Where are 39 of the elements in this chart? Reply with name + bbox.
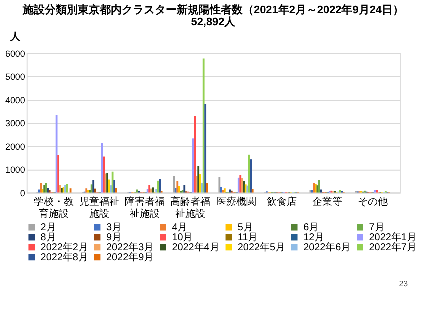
legend-label: 11月 xyxy=(238,232,258,244)
legend-label: 2022年5月 xyxy=(238,242,286,254)
legend-label: 2022年2月 xyxy=(40,242,88,254)
legend-label: 7月 xyxy=(369,222,385,234)
chart-title: 施設分類別東京都内クラスター新規陽性者数（2021年2月～2022年9月24日） xyxy=(22,4,404,17)
legend-label: 8月 xyxy=(40,232,56,244)
y-tick-label: 4000 xyxy=(5,95,26,106)
legend-label: 10月 xyxy=(172,232,194,244)
legend-label: 2022年7月 xyxy=(369,242,417,254)
text: 23 xyxy=(399,279,409,288)
legend-label: 2022年8月 xyxy=(40,251,88,264)
legend-label: 2022年6月 xyxy=(304,242,352,254)
x-tick-label: 児童福祉施設 xyxy=(80,196,120,220)
legend-label: 12月 xyxy=(304,232,325,244)
x-tick-label: 医療機関 xyxy=(216,196,256,208)
y-tick-label: 3000 xyxy=(5,118,26,129)
y-tick-label: 5000 xyxy=(5,72,26,82)
legend-label: 2022年3月 xyxy=(106,242,154,254)
y-tick-label: 0 xyxy=(20,188,26,198)
legend-label: 6月 xyxy=(304,222,320,234)
legend-label: 5月 xyxy=(238,222,254,234)
x-tick-label: 高齢者福祉施設 xyxy=(170,196,211,220)
y-axis-title: 人 xyxy=(9,30,22,43)
x-tick-label: 飲食店 xyxy=(266,196,297,208)
y-tick-label: 6000 xyxy=(5,48,26,59)
legend-label: 2022年4月 xyxy=(172,242,220,254)
legend-label: 9月 xyxy=(106,232,122,244)
y-tick-label: 1000 xyxy=(5,165,26,176)
x-tick-label: その他 xyxy=(358,196,388,208)
legend-label: 4月 xyxy=(172,222,188,234)
y-tick-label: 2000 xyxy=(5,142,26,152)
legend-label: 2022年9月 xyxy=(106,251,154,264)
legend-label: 2月 xyxy=(40,222,56,234)
legend-label: 2022年1月 xyxy=(369,232,417,244)
x-tick-label: 学校・教育施設 xyxy=(34,196,74,220)
legend-label: 3月 xyxy=(106,222,122,234)
x-tick-label: 障害者福祉施設 xyxy=(125,196,166,220)
x-tick-label: 企業等 xyxy=(312,196,342,208)
chart-subtitle: 52,892人 xyxy=(191,16,237,29)
